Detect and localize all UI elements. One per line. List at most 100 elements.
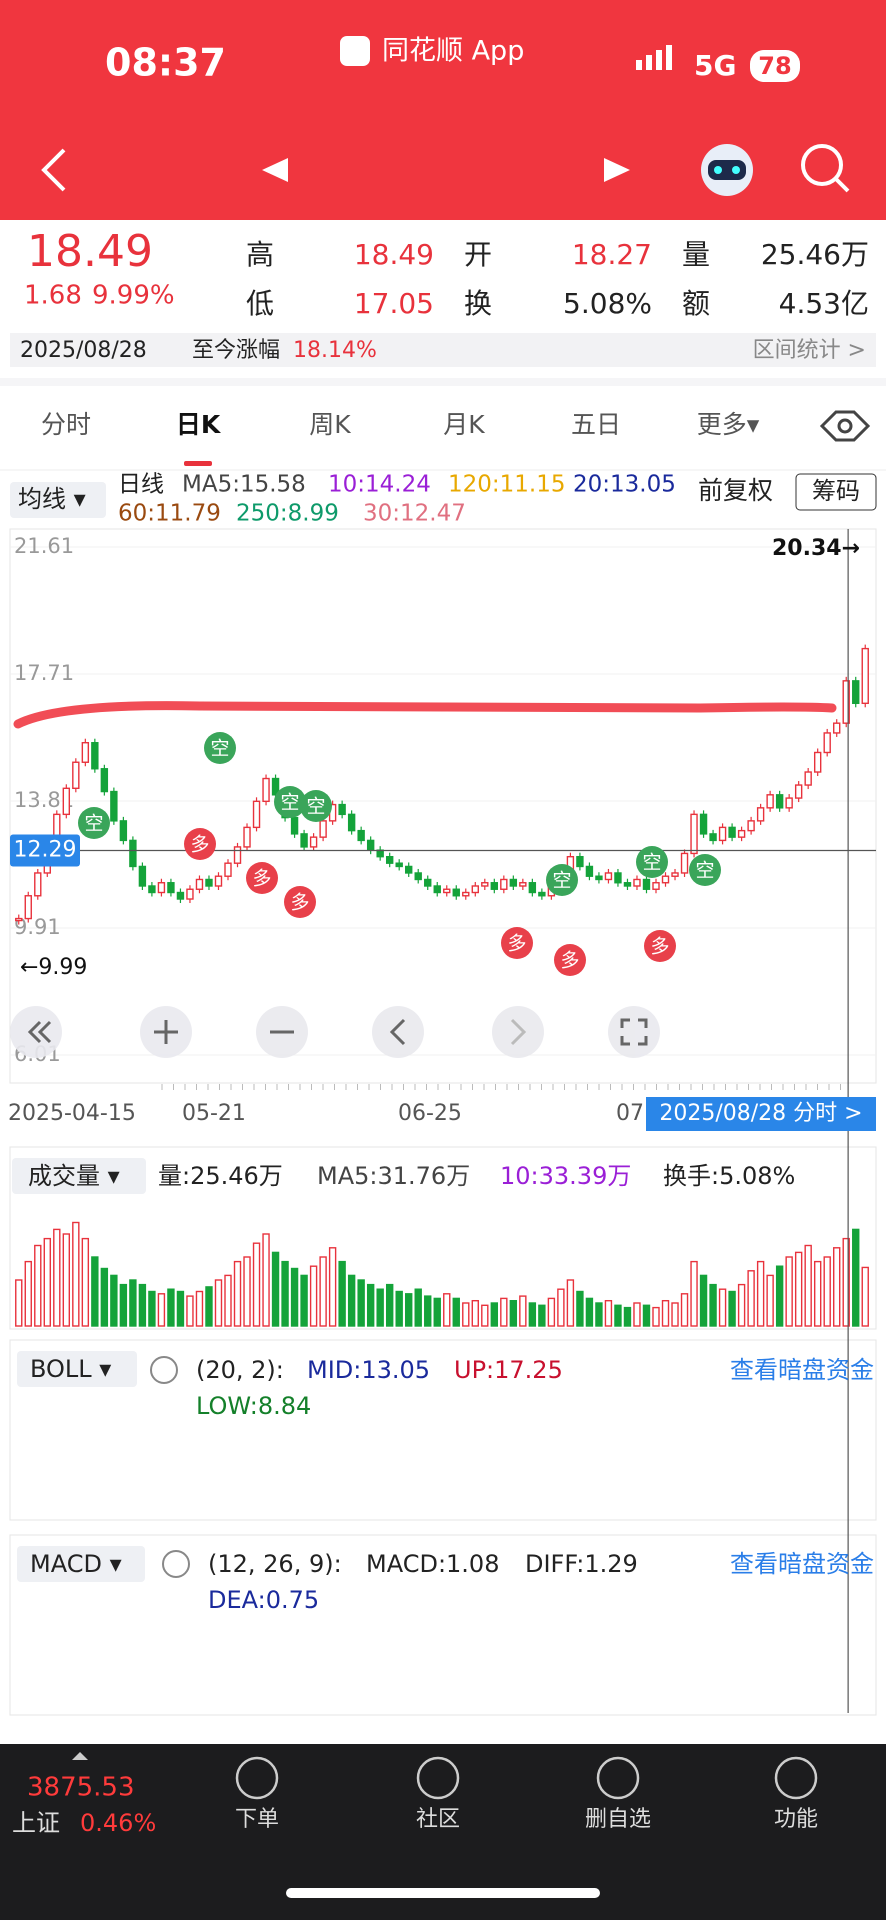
volume-bar [376,1288,384,1327]
boll-selector[interactable] [17,1351,137,1387]
nav-icon[interactable] [235,1756,279,1800]
macd-macd: MACD:1.08 [366,1550,499,1578]
volume-bar [395,1290,403,1327]
boll-up: UP:17.25 [454,1356,563,1384]
macd-selector[interactable] [17,1546,145,1582]
nav-label[interactable]: 社区 [416,1807,460,1832]
nav-label[interactable]: 删自选 [585,1807,651,1832]
value: 5.08% [563,287,652,320]
volume-bar [252,1242,261,1327]
signal-text: 空 [210,738,229,760]
volume-bar [405,1293,413,1327]
volume-bar [214,1279,223,1327]
help-icon[interactable] [150,1356,178,1384]
signal-text: 多 [290,892,309,914]
macd-name: MACD ▾ [30,1550,122,1578]
x-tick-label: 07 [616,1101,644,1126]
candle [424,878,432,887]
volume-bar [595,1302,603,1327]
tab[interactable]: 五日 [571,410,621,439]
ma120: 120:11.15 [448,472,566,498]
volume-bar [72,1221,80,1327]
volume-ma10: 10:33.39万 [500,1162,631,1190]
candle [509,878,518,887]
tab[interactable]: 更多▾ [697,410,760,439]
volume-bar [604,1299,613,1327]
index-name: 上证 [12,1809,60,1837]
volume-bar [614,1304,622,1327]
volume-bar [785,1256,793,1327]
settings-icon[interactable] [819,410,871,442]
volume-bar [319,1256,327,1327]
volume-bar [766,1274,774,1327]
volume-bar [224,1274,232,1327]
ma-mode-text: 均线 ▾ [18,485,86,513]
volume-bar [471,1299,479,1327]
volume-bar [167,1288,175,1327]
candle [81,742,90,763]
volume-bar [509,1299,518,1327]
cursor-label[interactable]: 2025/08/28 分时 > [659,1101,862,1126]
volume-bar [813,1260,822,1327]
volume-ma5: MA5:31.76万 [317,1162,470,1190]
label: 额 [682,287,710,320]
macd-link[interactable]: 查看暗盘资金 [730,1550,874,1578]
signal-text: 多 [252,868,271,890]
nav-label[interactable]: 功能 [774,1807,818,1832]
candle [252,800,261,829]
signal-badge [689,854,721,886]
tab[interactable]: 月K [443,410,485,439]
app-name: 同花顺 App [382,36,524,67]
adjust[interactable]: 前复权 [698,476,773,505]
search-button[interactable] [801,144,850,193]
nav-label[interactable]: 下单 [235,1807,279,1832]
volume-bar [443,1293,451,1327]
volume-bar [547,1297,556,1327]
nav-icon[interactable] [596,1756,640,1800]
volume-selector[interactable] [12,1158,146,1194]
candle [290,816,299,835]
ma-mode[interactable] [10,482,106,518]
next-stock[interactable] [604,158,630,182]
chips-button[interactable] [795,473,877,511]
signal-badge [184,828,216,860]
label: 开 [464,238,492,271]
back-button[interactable] [41,148,66,192]
volume-bar [91,1256,99,1327]
index-arrow [72,1752,88,1760]
x-tick-label: 05-21 [182,1101,246,1126]
boll-link[interactable]: 查看暗盘资金 [730,1356,874,1384]
volume-bar [300,1274,308,1327]
chart-controls[interactable] [10,1006,660,1058]
signal-badge [246,862,278,894]
tab[interactable]: 日K [176,410,222,439]
range-stats[interactable]: 区间统计 > [753,338,866,363]
signal-text: 空 [695,860,714,882]
volume-bar [357,1279,365,1327]
x-tick-label: 2025-04-15 [8,1101,136,1126]
volume-bar [718,1288,727,1327]
assistant-icon[interactable] [701,144,753,196]
volume-bar [566,1279,575,1327]
candle [756,807,765,822]
signal-badge [644,930,676,962]
candle [699,813,708,835]
candle [576,855,584,868]
tab[interactable]: 周K [309,410,351,439]
volume-bar [262,1233,270,1327]
volume-bar [138,1283,147,1327]
candle [833,722,841,734]
candle [110,790,118,822]
index-value[interactable]: 3875.53 [27,1773,135,1803]
prev-stock[interactable] [262,158,288,182]
candle [214,875,223,887]
signal-text: 空 [306,796,325,818]
value: 17.05 [354,287,434,320]
help-icon[interactable] [162,1550,190,1578]
volume-bar [452,1297,460,1327]
signal-badge [554,944,586,976]
nav-icon[interactable] [416,1756,460,1800]
nav-icon[interactable] [774,1756,818,1800]
tab[interactable]: 分时 [41,410,91,439]
